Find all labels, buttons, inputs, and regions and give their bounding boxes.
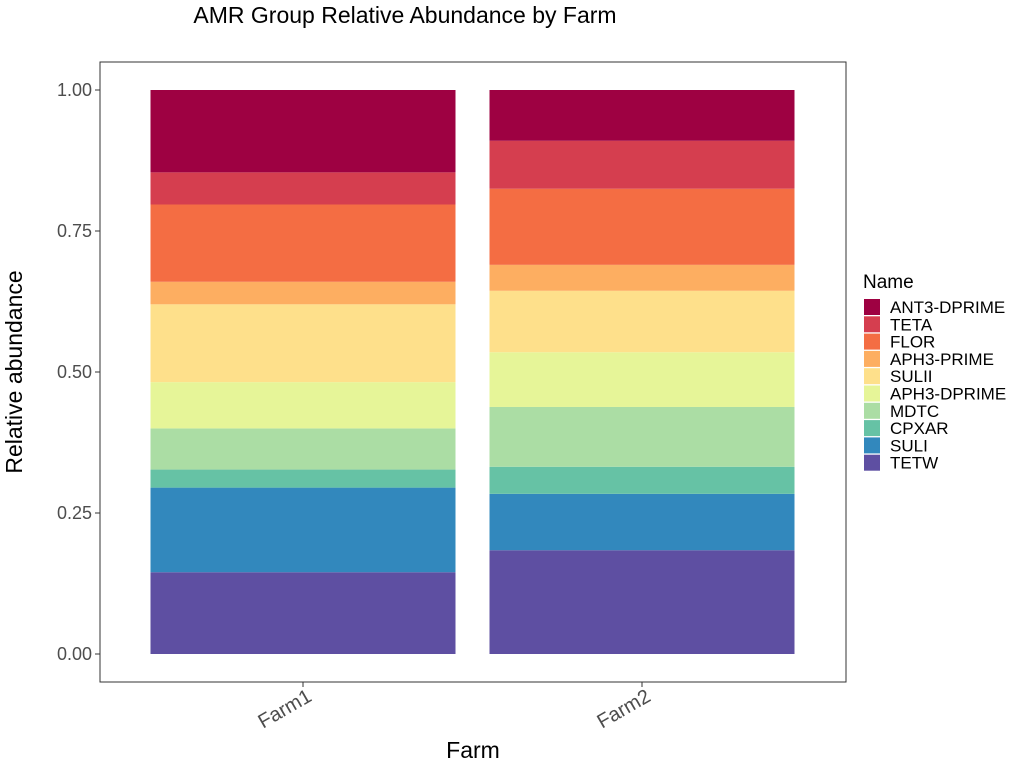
chart-title: AMR Group Relative Abundance by Farm [193,2,616,28]
legend-label-teta: TETA [890,315,933,334]
bar-segment-flor-farm1 [150,204,456,282]
bars-layer [150,90,795,654]
y-tick-label: 0.75 [57,221,92,241]
bar-segment-cpxar-farm2 [489,466,795,494]
legend-label-cpxar: CPXAR [890,419,949,438]
bar-segment-teta-farm2 [489,140,795,189]
bar-segment-ant3-dprime-farm2 [489,90,795,141]
legend-label-tetw: TETW [890,454,938,473]
legend-label-suli: SULI [890,436,928,455]
y-axis-label: Relative abundance [1,270,27,473]
x-tick-label: Farm2 [593,685,654,733]
bar-segment-mdtc-farm1 [150,428,456,470]
legend-swatch-mdtc [864,402,880,419]
legend-label-flor: FLOR [890,333,935,352]
legend-swatch-flor [864,333,880,350]
legend-swatch-suli [864,437,880,454]
x-axis-label: Farm [446,737,500,763]
bar-segment-flor-farm2 [489,188,795,265]
legend-label-ant3-dprime: ANT3-DPRIME [890,298,1005,317]
bar-segment-suli-farm1 [150,487,456,573]
legend-swatch-tetw [864,454,880,471]
legend-swatch-cpxar [864,420,880,437]
legend-swatch-teta [864,316,880,333]
legend-label-sulii: SULII [890,367,933,386]
legend: Name ANT3-DPRIMETETAFLORAPH3-PRIMESULIIA… [863,272,1006,473]
legend-swatch-aph3-prime [864,350,880,367]
bar-segment-aph3-prime-farm1 [150,281,456,305]
bar-segment-aph3-dprime-farm1 [150,382,456,429]
legend-swatch-ant3-dprime [864,299,880,315]
bar-segment-teta-farm1 [150,172,456,205]
y-tick-label: 0.25 [57,503,92,523]
legend-label-aph3-dprime: APH3-DPRIME [890,385,1006,404]
bar-segment-mdtc-farm2 [489,406,795,467]
bar-segment-aph3-dprime-farm2 [489,352,795,407]
y-axis: 0.00 0.25 0.50 0.75 1.00 [57,80,100,664]
y-tick-label: 0.50 [57,362,92,382]
y-tick-label: 1.00 [57,80,92,100]
bar-segment-suli-farm2 [489,493,795,551]
x-tick-label: Farm1 [254,685,315,733]
bar-segment-ant3-dprime-farm1 [150,90,456,173]
x-axis: Farm1 Farm2 [254,682,655,733]
legend-label-mdtc: MDTC [890,402,939,421]
bar-segment-tetw-farm2 [489,550,795,654]
bar-segment-cpxar-farm1 [150,469,456,488]
legend-swatch-aph3-dprime [864,385,880,402]
bar-segment-sulii-farm1 [150,304,456,383]
bar-segment-aph3-prime-farm2 [489,264,795,291]
legend-swatch-sulii [864,368,880,385]
bar-segment-tetw-farm1 [150,572,456,654]
bar-segment-sulii-farm2 [489,290,795,353]
legend-title: Name [863,272,914,293]
y-tick-label: 0.00 [57,644,92,664]
legend-label-aph3-prime: APH3-PRIME [890,350,994,369]
